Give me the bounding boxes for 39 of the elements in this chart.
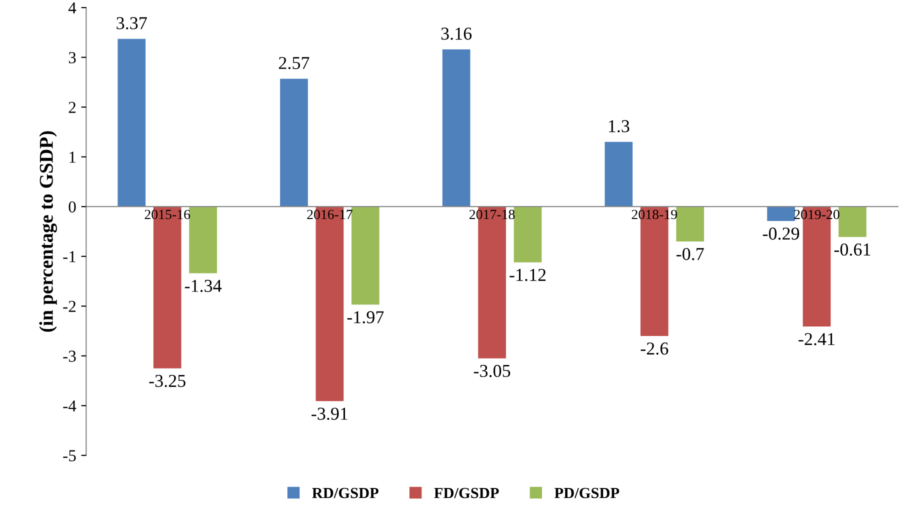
y-tick-label: -5 — [63, 450, 76, 462]
y-tick-label: -1 — [63, 251, 76, 262]
data-label: 3.37 — [116, 17, 147, 30]
legend-label: RD/GSDP — [312, 488, 378, 498]
bar — [767, 206, 795, 222]
data-label: 2.57 — [278, 56, 310, 70]
bar — [280, 78, 308, 207]
legend-label: FD/GSDP — [434, 488, 499, 498]
data-label: -3.25 — [149, 374, 186, 388]
y-tick-label: 0 — [68, 201, 76, 213]
bar — [118, 38, 146, 207]
bar — [838, 206, 866, 237]
data-label: -0.7 — [676, 248, 704, 260]
data-label: -0.29 — [762, 228, 800, 240]
data-label: -2.41 — [798, 333, 834, 346]
y-tick-label: 2 — [68, 102, 76, 113]
y-axis-title: (in percentage to GSDP) — [39, 131, 58, 332]
y-tick-label: -4 — [63, 400, 76, 412]
bar — [351, 206, 380, 305]
data-label: -1.12 — [510, 268, 546, 282]
data-label: -2.6 — [640, 342, 668, 355]
y-tick-label: -3 — [63, 350, 76, 362]
y-tick-label: 1 — [70, 152, 76, 163]
bar — [442, 49, 470, 207]
legend-label: PD/GSDP — [554, 488, 620, 498]
bar — [676, 206, 704, 242]
data-label: -3.05 — [474, 364, 510, 378]
bar — [189, 206, 217, 274]
data-label: 1.3 — [608, 120, 630, 132]
y-tick-label: 3 — [68, 52, 76, 64]
y-tick-label: -2 — [63, 300, 76, 312]
data-label: -0.61 — [834, 243, 870, 256]
data-label: -1.97 — [347, 311, 384, 324]
bar — [514, 206, 542, 262]
data-label: -1.34 — [184, 280, 222, 292]
data-label: -3.91 — [312, 408, 348, 420]
y-tick-label: 4 — [68, 2, 76, 14]
bar — [604, 142, 633, 207]
data-label: 3.16 — [441, 28, 472, 40]
